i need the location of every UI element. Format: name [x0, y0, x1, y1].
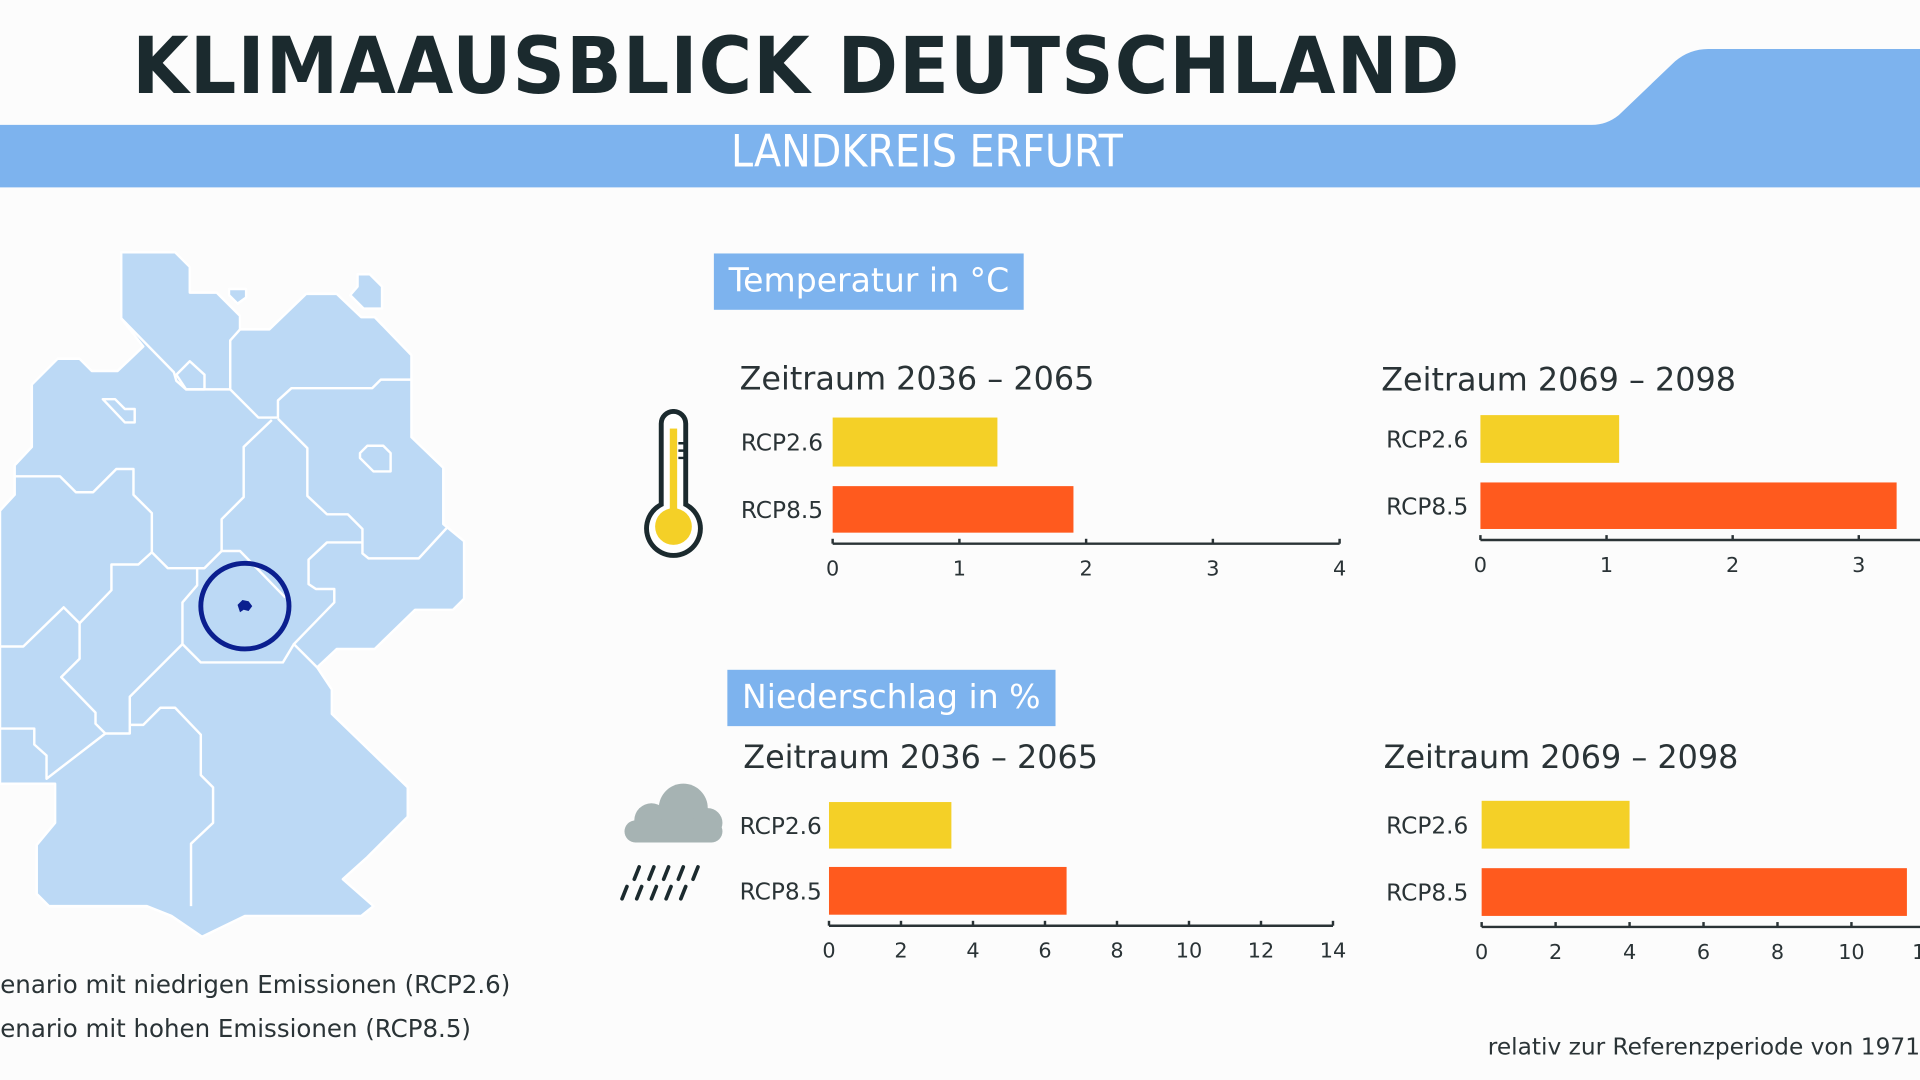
x-tick-label: 2	[1080, 557, 1093, 581]
x-tick-label: 10	[1838, 940, 1864, 964]
bar-label: RCP8.5	[741, 497, 823, 524]
bar-rcp85	[828, 866, 1067, 915]
x-tick-label: 3	[1206, 557, 1219, 581]
state-borders	[0, 317, 448, 907]
erfurt-district-shape	[237, 600, 253, 613]
x-tick-label: 0	[1475, 940, 1488, 964]
x-tick-label: 8	[1771, 940, 1784, 964]
ruegen-island	[348, 273, 384, 310]
x-tick-label: 2	[1549, 940, 1562, 964]
x-tick-label: 1	[953, 557, 966, 581]
x-tick-label: 6	[1697, 940, 1710, 964]
section-precipitation: Niederschlag in %	[727, 669, 1056, 727]
x-tick-label: 12	[1912, 940, 1920, 964]
bar-label: RCP2.6	[741, 430, 823, 457]
x-tick-label: 8	[1110, 939, 1123, 963]
x-tick-label: 0	[822, 939, 835, 963]
bar-rcp85	[832, 486, 1074, 533]
chart-title: Zeitraum 2069 – 2098	[1381, 361, 1736, 399]
legend-rcp85: Szenario mit hohen Emissionen (RCP8.5)	[0, 1013, 471, 1044]
rain-cloud-icon	[620, 783, 723, 901]
bar-label: RCP2.6	[1386, 427, 1468, 454]
germany-map	[0, 251, 466, 938]
bar-label: RCP8.5	[1386, 880, 1468, 907]
x-tick-label: 2	[894, 939, 907, 963]
location-circle-icon	[198, 560, 292, 652]
bar-rcp26	[1481, 800, 1630, 849]
footnote: relativ zur Referenzperiode von 1971	[1487, 1033, 1920, 1061]
chart-title: Zeitraum 2036 – 2065	[743, 738, 1098, 776]
x-tick-label: 2	[1726, 553, 1739, 577]
chart-title: Zeitraum 2069 – 2098	[1384, 738, 1739, 776]
x-tick-label: 14	[1320, 939, 1346, 963]
bar-rcp26	[1480, 415, 1620, 463]
legend-rcp26: Szenario mit niedrigen Emissionen (RCP2.…	[0, 969, 511, 1000]
x-tick-label: 6	[1038, 939, 1051, 963]
bar-rcp26	[832, 417, 998, 467]
section-temperature: Temperatur in °C	[713, 253, 1024, 310]
x-tick-label: 4	[1333, 557, 1346, 581]
chart-4: Zeitraum 2069 – 2098 RCP2.6 RCP8.5 0 2 4 6 8 10 1…	[1384, 738, 1920, 964]
chart-1: Zeitraum 2036 – 2065 RCP2.6 RCP8.5 0 1 2 3 4	[740, 359, 1347, 580]
x-tick-label: 4	[1623, 940, 1636, 964]
x-tick-label: 0	[826, 557, 839, 581]
bar-label: RCP8.5	[740, 878, 822, 905]
page-title: KLIMAAUSBLICK DEUTSCHLAND	[132, 22, 1461, 113]
bar-rcp26	[828, 802, 952, 849]
germany-outline	[0, 251, 466, 938]
x-tick-label: 4	[966, 939, 979, 963]
bar-label: RCP2.6	[740, 813, 822, 840]
chart-title: Zeitraum 2036 – 2065	[740, 359, 1095, 397]
bar-label: RCP8.5	[1386, 493, 1468, 520]
x-tick-label: 10	[1176, 939, 1202, 963]
page-subtitle: LANDKREIS ERFURT	[730, 127, 1123, 178]
x-tick-label: 1	[1600, 553, 1613, 577]
fehmarn-island	[227, 287, 248, 305]
bar-label: RCP2.6	[1386, 812, 1468, 839]
thermometer-icon	[644, 408, 703, 558]
bar-rcp85	[1480, 482, 1897, 529]
x-tick-label: 3	[1852, 553, 1865, 577]
x-tick-label: 12	[1248, 939, 1274, 963]
chart-3: Zeitraum 2036 – 2065 RCP2.6 RCP8.5 0 2 4 6 8 10 1…	[740, 738, 1347, 963]
bar-rcp85	[1481, 868, 1907, 916]
header-band	[0, 48, 1920, 188]
x-tick-label: 0	[1474, 553, 1487, 577]
